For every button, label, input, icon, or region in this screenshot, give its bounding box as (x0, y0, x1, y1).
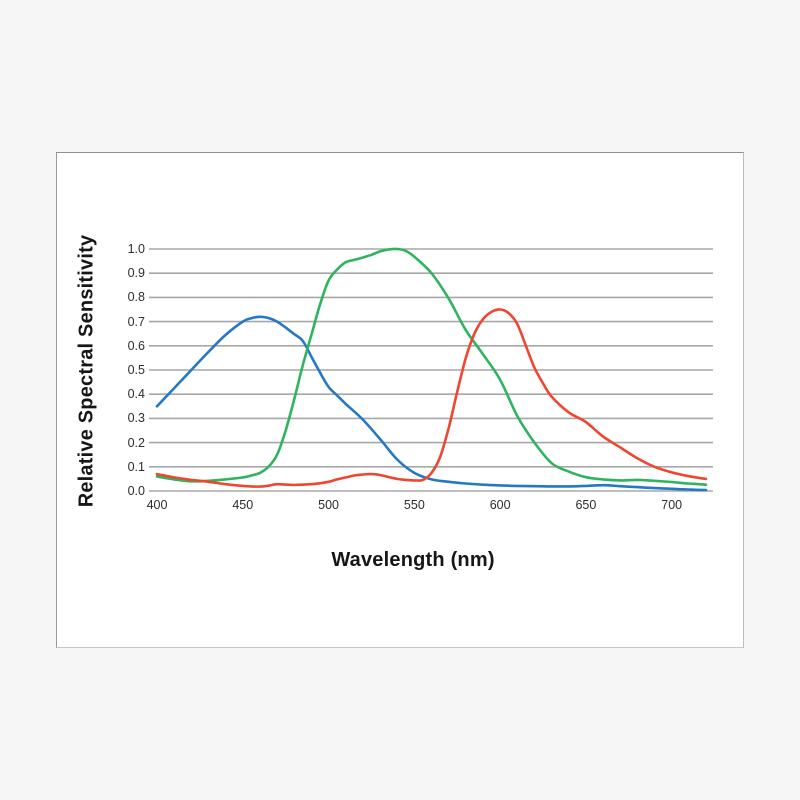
x-tick-label: 700 (661, 498, 683, 512)
green-channel-curve (155, 247, 708, 486)
x-tick-label: 550 (403, 498, 425, 512)
y-tick-label: 0.3 (127, 411, 145, 426)
y-tick-label: 0.9 (127, 265, 145, 280)
x-tick-label: 600 (489, 498, 511, 512)
red-channel-curve (155, 308, 708, 488)
plot-area (149, 247, 713, 492)
y-tick-label: 0.8 (127, 290, 145, 305)
x-tick-label: 400 (146, 498, 168, 512)
y-tick-label: 0.4 (127, 386, 145, 401)
blue-channel-curve (155, 315, 708, 492)
y-tick-label: 1.0 (127, 241, 145, 256)
y-tick-label: 0.5 (127, 362, 145, 377)
y-tick-label: 0.7 (127, 314, 145, 329)
x-tick-label: 500 (318, 498, 339, 512)
y-tick-label: 0.2 (127, 435, 145, 450)
x-tick-label: 650 (575, 498, 597, 512)
x-tick-label: 450 (232, 498, 254, 512)
y-tick-label: 0.0 (127, 483, 145, 498)
x-axis-title: Wavelength (nm) (331, 549, 495, 571)
chart-card: Relative Spectral Sensitivity 1.0 0.9 0.8 0… (56, 152, 744, 648)
y-axis-ticks: 1.0 0.9 0.8 0.7 0.6 0.5 0.4 0.3 0.2 0.1 0.0 (93, 153, 145, 647)
x-axis-ticks: 400 450 500 550 600 650 700 (146, 498, 719, 515)
y-tick-label: 0.6 (127, 338, 145, 353)
y-tick-label: 0.1 (127, 459, 145, 474)
